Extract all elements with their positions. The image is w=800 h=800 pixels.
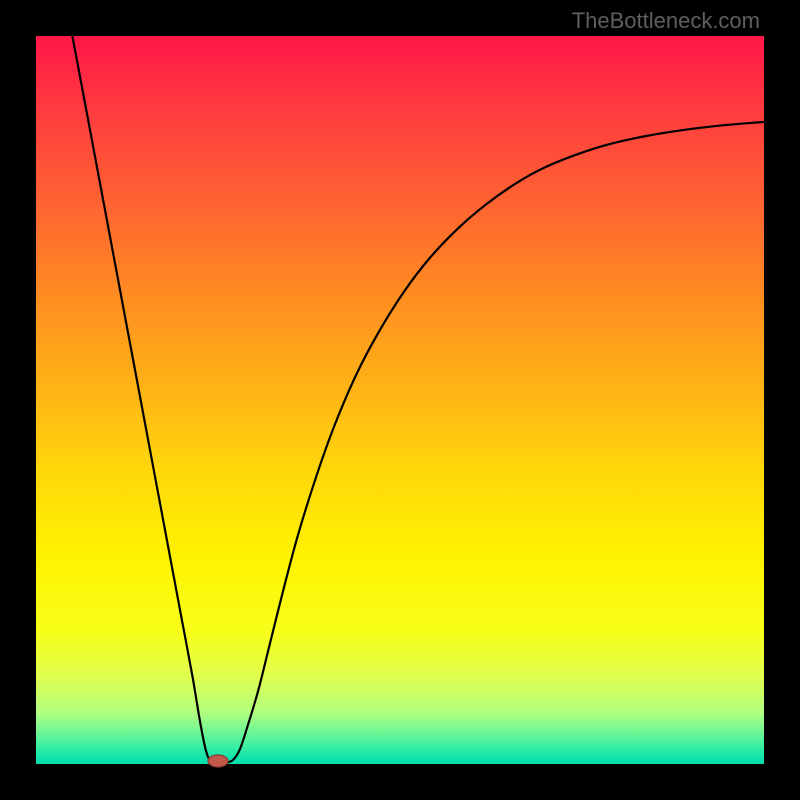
optimal-point-marker <box>208 755 228 767</box>
chart-frame: TheBottleneck.com <box>0 0 800 800</box>
watermark-text: TheBottleneck.com <box>572 8 760 34</box>
chart-plot <box>0 0 800 800</box>
chart-background <box>36 36 764 764</box>
